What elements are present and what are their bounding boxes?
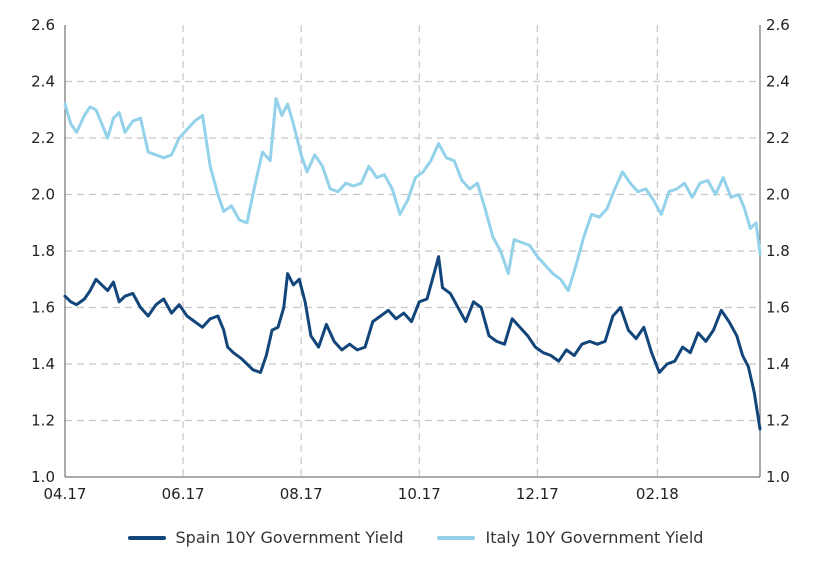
legend-label-spain: Spain 10Y Government Yield bbox=[175, 528, 404, 547]
legend-swatch-spain bbox=[127, 535, 166, 540]
y-tick-label-right: 2.2 bbox=[766, 129, 790, 147]
y-tick-label-left: 2.6 bbox=[31, 16, 55, 34]
legend: Spain 10Y Government Yield Italy 10Y Gov… bbox=[0, 528, 831, 547]
y-tick-label-right: 1.4 bbox=[766, 355, 790, 373]
y-tick-label-right: 2.0 bbox=[766, 186, 790, 204]
y-tick-label-left: 2.4 bbox=[31, 73, 55, 91]
legend-item-italy: Italy 10Y Government Yield bbox=[437, 528, 703, 547]
legend-swatch-italy bbox=[437, 535, 476, 540]
y-axis-right-ticks: 1.0 1.2 1.4 1.6 1.8 2.0 2.2 2.4 2.6 bbox=[766, 16, 790, 486]
y-tick-label-left: 1.4 bbox=[31, 355, 55, 373]
y-tick-label-left: 1.6 bbox=[31, 299, 55, 317]
y-tick-label-right: 1.2 bbox=[766, 412, 790, 430]
y-tick-label-left: 1.2 bbox=[31, 412, 55, 430]
series-line-spain bbox=[63, 255, 762, 431]
y-tick-label-right: 2.4 bbox=[766, 73, 790, 91]
x-tick-label: 04.17 bbox=[44, 485, 87, 503]
legend-label-italy: Italy 10Y Government Yield bbox=[485, 528, 704, 547]
y-tick-label-left: 1.8 bbox=[31, 242, 55, 260]
x-axis-ticks: 04.17 06.17 08.17 10.17 12.17 02.18 bbox=[44, 485, 679, 503]
y-tick-label-left: 1.0 bbox=[31, 468, 55, 486]
y-tick-label-right: 1.0 bbox=[766, 468, 790, 486]
x-tick-label: 08.17 bbox=[280, 485, 323, 503]
y-tick-label-left: 2.2 bbox=[31, 129, 55, 147]
y-tick-label-right: 1.8 bbox=[766, 242, 790, 260]
y-tick-label-right: 2.6 bbox=[766, 16, 790, 34]
y-tick-label-right: 1.6 bbox=[766, 299, 790, 317]
y-axis-left-ticks: 1.0 1.2 1.4 1.6 1.8 2.0 2.2 2.4 2.6 bbox=[31, 16, 55, 486]
legend-item-spain: Spain 10Y Government Yield bbox=[127, 528, 404, 547]
series-lines bbox=[63, 97, 762, 431]
y-tick-label-left: 2.0 bbox=[31, 186, 55, 204]
x-tick-label: 06.17 bbox=[162, 485, 205, 503]
x-tick-label: 12.17 bbox=[516, 485, 559, 503]
x-tick-label: 10.17 bbox=[398, 485, 441, 503]
x-tick-label: 02.18 bbox=[636, 485, 679, 503]
series-line-italy bbox=[63, 97, 762, 293]
gridlines bbox=[65, 25, 760, 477]
